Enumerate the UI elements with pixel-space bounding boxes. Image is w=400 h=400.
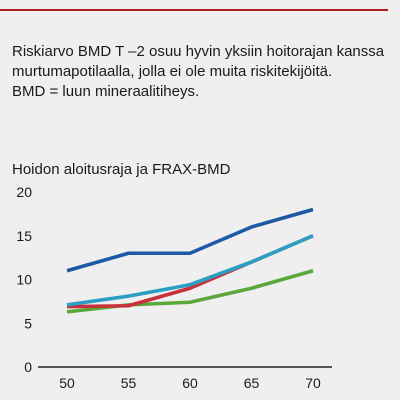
- x-tick-label: 70: [305, 375, 321, 391]
- y-tick-label: 5: [24, 315, 32, 331]
- x-tick-label: 65: [244, 375, 260, 391]
- x-tick-label: 50: [59, 375, 75, 391]
- y-tick-label: 10: [16, 272, 32, 288]
- x-tick-label: 60: [182, 375, 198, 391]
- chart-title: Hoidon aloitusraja ja FRAX-BMD: [12, 161, 231, 178]
- y-tick-labels: 0 5 10 15 20: [16, 184, 32, 375]
- description-line-2: murtumapotilaalla, jolla ei ole muita ri…: [12, 63, 333, 80]
- series-line-2: [66, 234, 314, 309]
- description-line-1: Riskiarvo BMD T –2 osuu hyvin yksiin hoi…: [12, 43, 385, 60]
- y-tick-label: 0: [24, 359, 32, 375]
- description-line-3: BMD = luun mineraalitiheys.: [12, 83, 200, 100]
- series-layer: [66, 207, 314, 314]
- top-accent-rule: [0, 9, 388, 11]
- x-tick-labels: 50 55 60 65 70: [59, 375, 321, 391]
- y-tick-label: 20: [16, 184, 32, 200]
- series-line-4: [66, 207, 314, 273]
- x-tick-label: 55: [121, 375, 137, 391]
- y-tick-label: 15: [16, 228, 32, 244]
- series-line-3: [66, 234, 314, 307]
